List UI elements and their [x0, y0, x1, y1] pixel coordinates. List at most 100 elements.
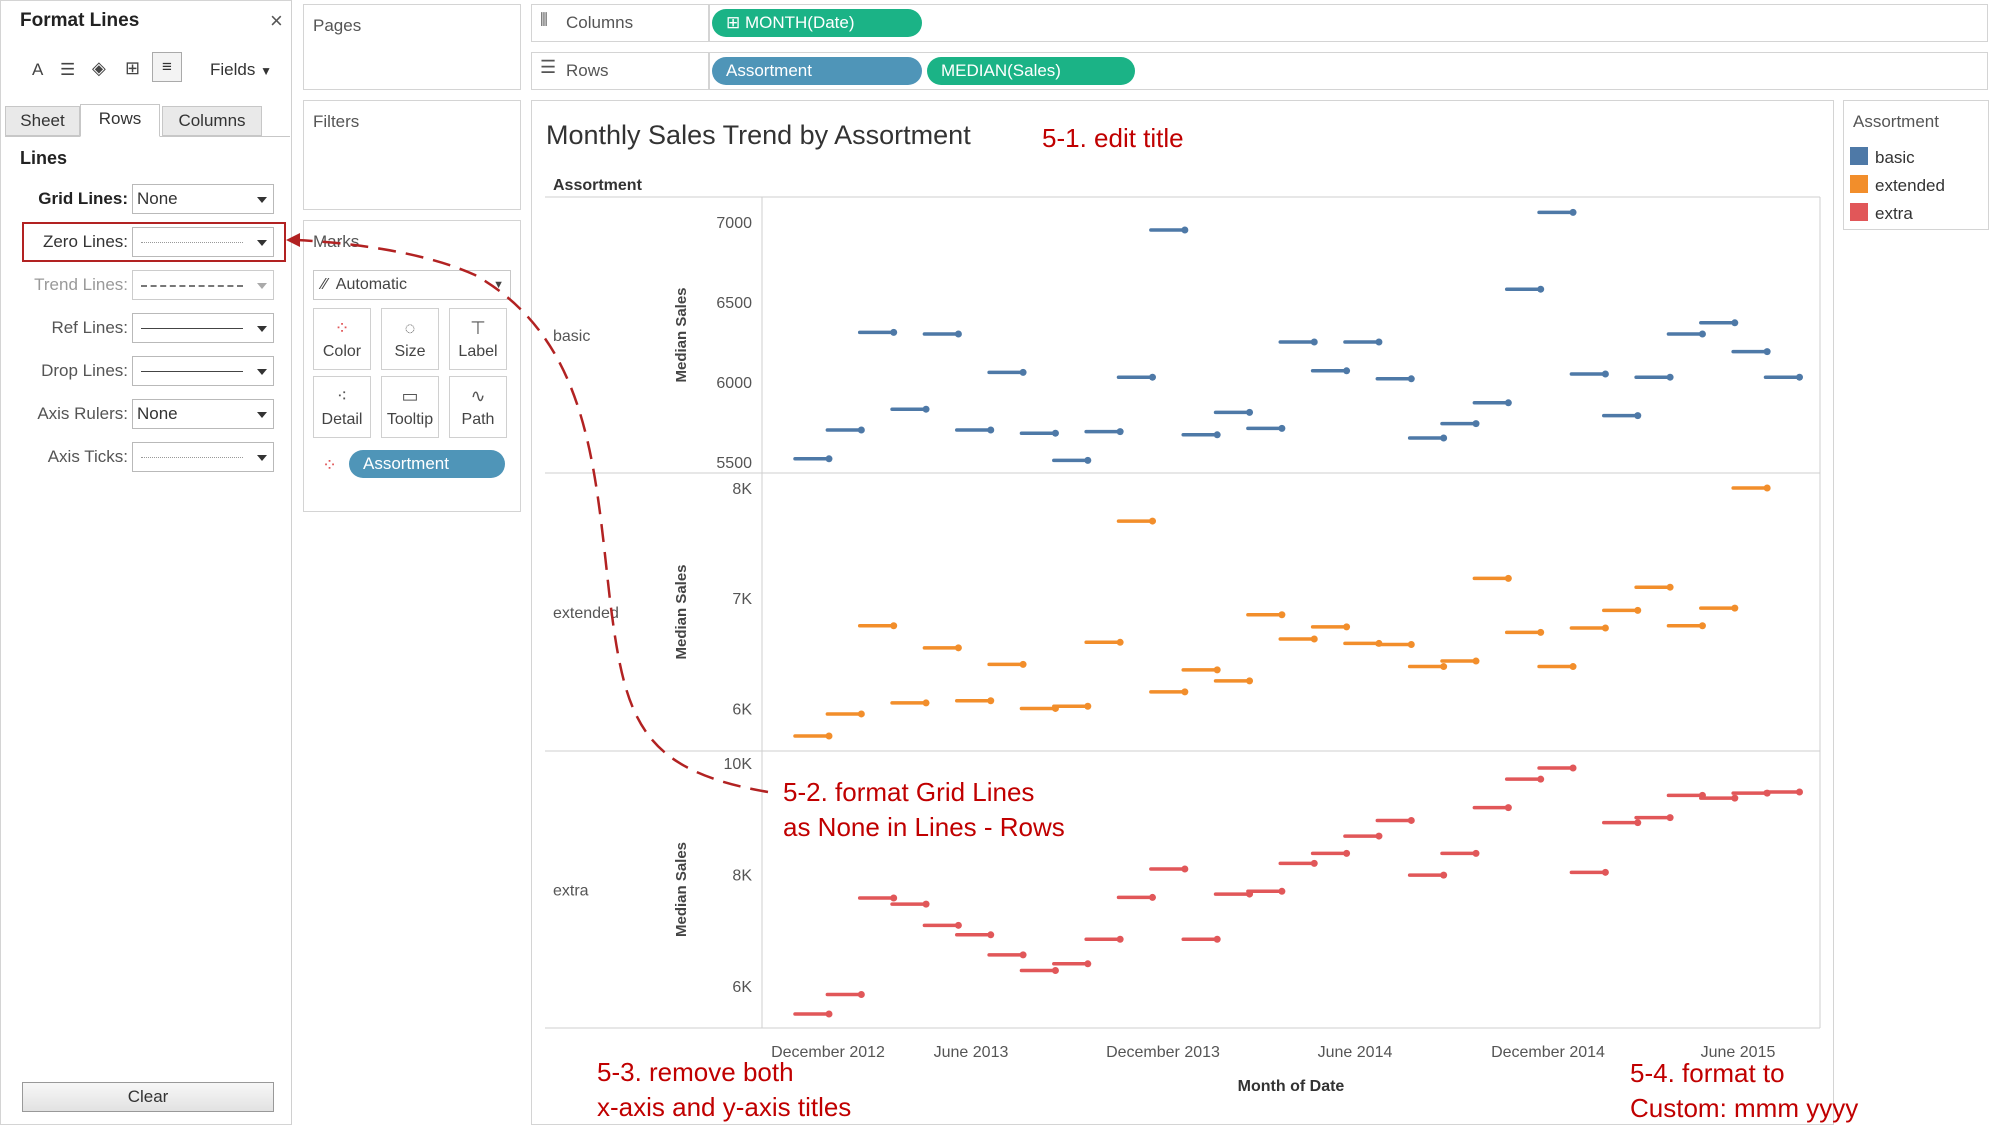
mark-dot-extra-8: [1084, 960, 1092, 968]
marks-assortment-pill[interactable]: Assortment: [349, 450, 505, 478]
size-label: Size: [394, 343, 426, 360]
mark-dot-extended-1: [857, 710, 865, 718]
y-tick-extra-2: 10K: [724, 756, 753, 773]
tooltip-icon: ▭: [401, 386, 419, 406]
legend-title: Assortment: [1853, 112, 1939, 131]
tab-rows[interactable]: Rows: [80, 104, 160, 137]
shading-icon[interactable]: ◈: [92, 58, 106, 78]
color-button[interactable]: ⁘ Color: [313, 308, 371, 370]
legend-item-extra[interactable]: extra: [1875, 204, 1913, 223]
filters-label: Filters: [313, 112, 360, 131]
ref-lines-dropdown[interactable]: [132, 313, 274, 343]
ref-lines-label: Ref Lines:: [51, 318, 128, 337]
columns-label: Columns: [566, 13, 634, 32]
grid-lines-dropdown[interactable]: None: [132, 184, 274, 214]
mark-dot-basic-27: [1698, 330, 1706, 338]
mark-dot-extra-1: [857, 990, 865, 998]
mark-dot-basic-20: [1472, 420, 1480, 428]
mark-dot-extended-22: [1537, 628, 1545, 636]
tab-columns[interactable]: Columns: [162, 106, 262, 136]
mark-dot-basic-15: [1310, 338, 1318, 346]
mark-dot-extended-23: [1569, 663, 1577, 671]
mark-dot-basic-12: [1213, 431, 1221, 439]
rows-pill-median-sales[interactable]: MEDIAN(Sales): [927, 57, 1135, 85]
columns-pill-month[interactable]: ⊞ MONTH(Date): [712, 9, 922, 37]
mark-dot-extra-26: [1666, 814, 1674, 822]
detail-button[interactable]: ⁖ Detail: [313, 376, 371, 438]
label-button[interactable]: ⊤ Label: [449, 308, 507, 370]
color-icon: ⁘: [334, 318, 350, 338]
mark-dot-extended-12: [1213, 666, 1221, 674]
mark-dot-basic-4: [954, 330, 962, 338]
alignment-icon[interactable]: ☰: [60, 60, 76, 79]
mark-dot-extra-10: [1149, 893, 1156, 901]
view-area: [531, 100, 1834, 1125]
mark-dot-basic-23: [1569, 208, 1577, 216]
y-axis-title-extra: Median Sales: [673, 842, 690, 937]
mark-dot-basic-1: [857, 426, 865, 434]
drop-lines-dropdown[interactable]: [132, 356, 274, 386]
mark-dot-basic-11: [1181, 226, 1189, 234]
annotation-grid-lines-1: 5-2. format Grid Lines: [783, 777, 1035, 807]
view-title[interactable]: Monthly Sales Trend by Assortment: [546, 120, 971, 150]
trend-lines-label: Trend Lines:: [34, 275, 128, 294]
color-dots-icon: ⁘: [322, 455, 338, 475]
mark-dot-extended-21: [1504, 574, 1512, 582]
mark-dot-extended-26: [1666, 583, 1674, 591]
mark-dot-extended-6: [1019, 660, 1027, 668]
legend-swatch-basic: [1850, 147, 1868, 165]
lines-icon[interactable]: ≡: [152, 52, 182, 82]
columns-shelf[interactable]: [709, 4, 1988, 42]
mark-dot-extended-2: [890, 622, 898, 630]
font-icon[interactable]: A: [32, 60, 44, 79]
borders-icon[interactable]: ⊞: [125, 58, 141, 78]
axis-ticks-dropdown[interactable]: [132, 442, 274, 472]
size-button[interactable]: ◌ Size: [381, 308, 439, 370]
row-header-label: Assortment: [553, 177, 643, 194]
y-tick-basic-1: 6000: [716, 375, 752, 392]
mark-dot-extended-15: [1310, 635, 1318, 643]
mark-dot-basic-30: [1796, 373, 1803, 381]
mark-dot-extended-25: [1634, 606, 1642, 614]
legend-item-extended[interactable]: extended: [1875, 176, 1945, 195]
mark-dot-extra-9: [1116, 935, 1124, 943]
x-tick-4: December 2014: [1491, 1044, 1605, 1061]
mark-type-value: Automatic: [335, 276, 407, 293]
mark-dot-extended-13: [1246, 677, 1254, 685]
row-header-basic: basic: [553, 328, 590, 345]
zero-lines-dropdown[interactable]: [132, 227, 274, 257]
legend-item-basic[interactable]: basic: [1875, 148, 1915, 167]
mark-dot-basic-26: [1666, 373, 1674, 381]
mark-dot-basic-24: [1601, 370, 1609, 378]
filters-shelf[interactable]: [303, 100, 521, 210]
rows-shelf[interactable]: [709, 52, 1988, 90]
mark-dot-extended-16: [1343, 623, 1351, 631]
axis-rulers-dropdown[interactable]: None: [132, 399, 274, 429]
grid-lines-value: None: [137, 189, 178, 208]
tooltip-button[interactable]: ▭ Tooltip: [381, 376, 439, 438]
path-button[interactable]: ∿ Path: [449, 376, 507, 438]
tab-sheet[interactable]: Sheet: [5, 106, 80, 136]
mark-dot-basic-5: [987, 426, 995, 434]
mark-dot-extra-28: [1731, 794, 1739, 802]
mark-dot-basic-3: [922, 405, 930, 413]
mark-dot-extra-12: [1213, 935, 1221, 943]
mark-dot-basic-29: [1763, 348, 1771, 356]
pages-shelf[interactable]: [303, 4, 521, 90]
mark-dot-extended-10: [1149, 517, 1156, 525]
mark-dot-extended-19: [1440, 663, 1448, 671]
mark-type-dropdown[interactable]: ⁄⁄ Automatic ▼: [313, 270, 511, 300]
fields-label: Fields: [210, 60, 256, 79]
clear-button[interactable]: Clear: [22, 1082, 274, 1112]
mark-dot-basic-16: [1343, 367, 1351, 375]
rows-pill-assortment[interactable]: Assortment: [712, 57, 922, 85]
rows-shelf-label-box: [531, 52, 709, 90]
label-icon: ⊤: [470, 318, 486, 338]
axis-ticks-label: Axis Ticks:: [47, 447, 128, 466]
rows-icon: ☰: [540, 57, 557, 77]
pages-label: Pages: [313, 16, 362, 35]
mark-dot-extended-14: [1278, 611, 1286, 619]
close-icon[interactable]: ×: [270, 8, 283, 33]
annotation-edit-title: 5-1. edit title: [1042, 123, 1184, 153]
fields-dropdown[interactable]: Fields ▼: [210, 60, 272, 80]
